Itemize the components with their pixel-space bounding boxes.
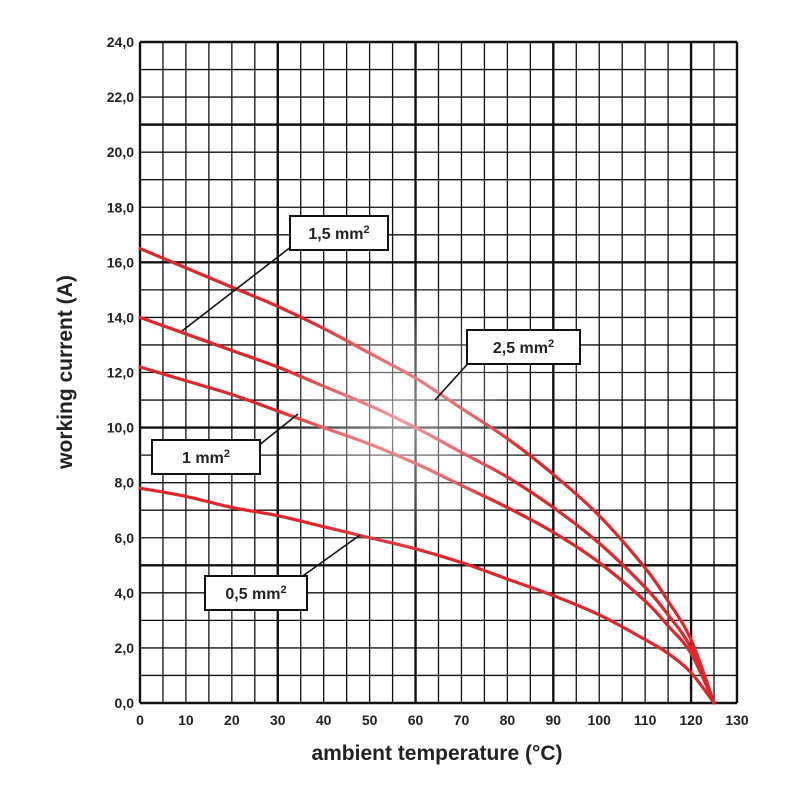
- y-tick-label: 16,0: [107, 254, 134, 270]
- series-label: 1 mm2: [182, 448, 230, 467]
- x-tick-label: 70: [454, 712, 470, 728]
- glare-overlay: [270, 280, 530, 560]
- annotation-box: [466, 329, 581, 365]
- annotations: 1,5 mm2 2,5 mm2 1 mm2 0,5 mm2: [151, 215, 581, 611]
- y-axis-title: working current (A): [54, 275, 77, 470]
- series-label: 1,5 mm2: [308, 224, 369, 243]
- series-line-4: [138, 486, 716, 705]
- leader-line: [181, 242, 297, 332]
- y-tick-label: 2,0: [115, 640, 135, 656]
- x-tick-label: 50: [362, 712, 378, 728]
- x-tick-label: 10: [178, 712, 194, 728]
- annotation-box: [289, 215, 389, 251]
- leader-line: [299, 534, 361, 579]
- tick-labels: 0 10 20 30 40 50 60 70 80 90 100 110 120 130 0,0 2,0 4,0…: [107, 34, 749, 728]
- y-tick-label: 18,0: [107, 199, 134, 215]
- y-tick-label: 6,0: [115, 530, 135, 546]
- annotation-box: [151, 439, 261, 475]
- x-tick-label: 0: [136, 712, 144, 728]
- x-axis-title: ambient temperature (°C): [311, 742, 562, 765]
- x-tick-label: 40: [316, 712, 332, 728]
- x-tick-label: 30: [270, 712, 286, 728]
- leader-line: [257, 413, 299, 447]
- x-tick-label: 20: [224, 712, 240, 728]
- x-tick-label: 130: [725, 712, 749, 728]
- x-tick-label: 60: [408, 712, 424, 728]
- y-tick-label: 0,0: [115, 695, 135, 711]
- y-tick-label: 8,0: [115, 475, 135, 491]
- annotation-box: [204, 575, 308, 611]
- y-tick-label: 4,0: [115, 585, 135, 601]
- x-tick-label: 90: [546, 712, 562, 728]
- y-tick-label: 14,0: [107, 309, 134, 325]
- y-tick-label: 10,0: [107, 420, 134, 436]
- y-tick-label: 24,0: [107, 34, 134, 50]
- x-tick-label: 100: [588, 712, 612, 728]
- x-tick-label: 80: [500, 712, 516, 728]
- x-tick-label: 110: [634, 712, 657, 728]
- y-tick-label: 22,0: [107, 89, 134, 105]
- y-tick-label: 12,0: [107, 365, 134, 381]
- y-tick-label: 20,0: [107, 144, 134, 160]
- series-label: 0,5 mm2: [225, 584, 286, 603]
- leader-lines: [181, 242, 474, 579]
- series-label: 2,5 mm2: [493, 338, 554, 357]
- x-tick-label: 120: [679, 712, 703, 728]
